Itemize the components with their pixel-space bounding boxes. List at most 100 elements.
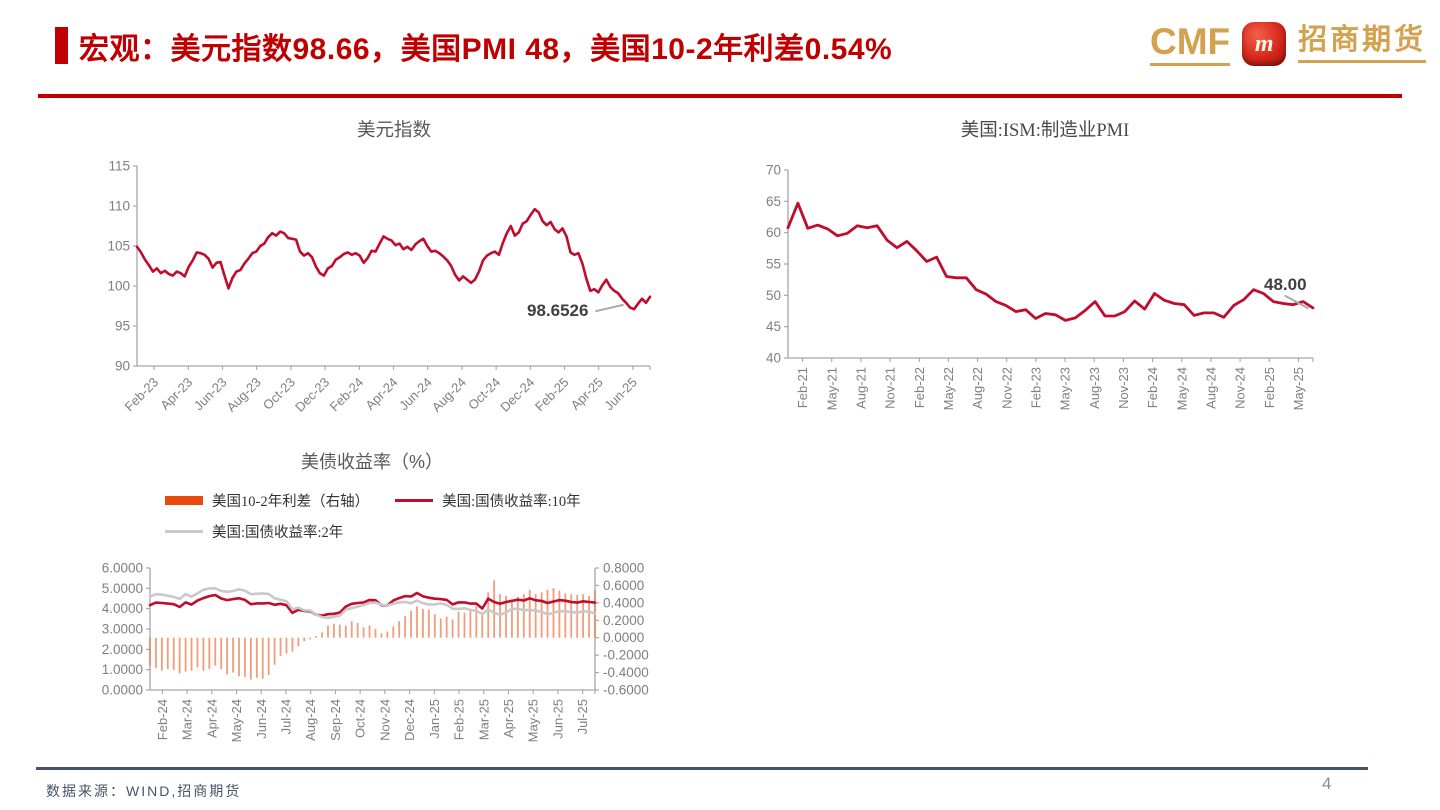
treasury-yield-legend: 美国10-2年利差（右轴） 美国:国债收益率:10年 美国:国债收益率:2年 <box>165 490 581 542</box>
ism-pmi-chart-title: 美国:ISM:制造业PMI <box>960 121 1130 141</box>
svg-text:0.2000: 0.2000 <box>603 613 644 628</box>
legend-label-10y: 美国:国债收益率:10年 <box>442 494 581 510</box>
svg-text:Feb-24: Feb-24 <box>1145 367 1160 408</box>
svg-text:70: 70 <box>766 163 781 178</box>
svg-text:Aug-24: Aug-24 <box>1203 367 1218 409</box>
dollar-index-chart: 美元指数 90 95 100 105 110 115 Feb-23 Apr-23 Jun-23 A… <box>90 112 670 447</box>
svg-text:95: 95 <box>115 319 130 334</box>
cmf-badge-icon: m <box>1242 22 1287 66</box>
svg-text:-0.6000: -0.6000 <box>603 683 649 698</box>
svg-text:4.0000: 4.0000 <box>102 601 143 616</box>
svg-text:0.6000: 0.6000 <box>603 578 644 593</box>
svg-text:May-23: May-23 <box>1058 367 1073 410</box>
svg-text:1.0000: 1.0000 <box>102 662 143 677</box>
svg-text:Nov-24: Nov-24 <box>377 699 392 741</box>
footer-divider <box>36 767 1368 770</box>
brand-name: 招商期货 <box>1298 25 1427 63</box>
svg-text:-0.4000: -0.4000 <box>603 665 649 680</box>
svg-text:Feb-22: Feb-22 <box>912 367 927 408</box>
svg-text:Feb-23: Feb-23 <box>121 375 161 415</box>
dollar-index-plot: 90 95 100 105 110 115 Feb-23Apr-23Jun-23Aug-23… <box>107 159 652 415</box>
svg-text:Apr-24: Apr-24 <box>362 375 400 413</box>
svg-text:0.8000: 0.8000 <box>603 562 644 576</box>
svg-text:Nov-21: Nov-21 <box>883 367 898 409</box>
svg-text:Aug-23: Aug-23 <box>1087 367 1102 409</box>
svg-text:Aug-24: Aug-24 <box>429 375 469 415</box>
svg-text:Feb-24: Feb-24 <box>327 375 367 415</box>
legend-item-10y: 美国:国债收益率:10年 <box>395 490 581 511</box>
svg-text:105: 105 <box>107 239 130 254</box>
svg-text:May-22: May-22 <box>941 367 956 410</box>
ism-pmi-chart: 美国:ISM:制造业PMI 40 45 50 55 60 65 70 Feb-21 May-21… <box>740 112 1400 447</box>
svg-text:Dec-24: Dec-24 <box>402 699 417 741</box>
pmi-last-value-label: 48.00 <box>1264 275 1307 294</box>
svg-text:65: 65 <box>766 194 781 209</box>
svg-text:Aug-22: Aug-22 <box>970 367 985 409</box>
svg-text:2.0000: 2.0000 <box>102 642 143 657</box>
svg-text:Jun-25: Jun-25 <box>550 699 565 739</box>
svg-text:Jan-25: Jan-25 <box>427 699 442 739</box>
svg-text:0.4000: 0.4000 <box>603 595 644 610</box>
svg-text:Oct-24: Oct-24 <box>353 699 368 738</box>
svg-text:Sep-24: Sep-24 <box>328 699 343 741</box>
svg-text:40: 40 <box>766 351 781 366</box>
data-source-text: 数据来源：WIND,招商期货 <box>46 783 242 799</box>
svg-text:Jun-25: Jun-25 <box>601 375 640 414</box>
svg-text:Nov-23: Nov-23 <box>1116 367 1131 409</box>
svg-text:Mar-24: Mar-24 <box>180 699 195 740</box>
svg-text:Apr-23: Apr-23 <box>157 375 195 413</box>
svg-text:0.0000: 0.0000 <box>603 630 644 645</box>
svg-text:Jul-24: Jul-24 <box>278 699 293 734</box>
legend-row: 美国:国债收益率:2年 <box>165 521 581 542</box>
svg-text:3.0000: 3.0000 <box>102 622 143 637</box>
treasury-yield-plot: 0.0000 1.0000 2.0000 3.0000 4.0000 5.0000 6.00… <box>102 562 649 742</box>
svg-text:May-21: May-21 <box>824 367 839 410</box>
svg-text:Mar-25: Mar-25 <box>476 699 491 740</box>
svg-text:0.0000: 0.0000 <box>102 683 143 698</box>
cmf-logo-text: CMF <box>1150 23 1231 66</box>
svg-text:115: 115 <box>108 159 130 174</box>
svg-text:90: 90 <box>115 359 130 374</box>
page-title: 宏观：美元指数98.66，美国PMI 48，美国10-2年利差0.54% <box>79 33 893 66</box>
svg-text:Feb-25: Feb-25 <box>452 699 467 740</box>
company-logo: CMF m 招商期货 <box>1150 22 1427 66</box>
header-divider <box>38 94 1402 98</box>
svg-text:May-25: May-25 <box>526 699 541 742</box>
svg-text:Feb-23: Feb-23 <box>1028 367 1043 408</box>
svg-text:60: 60 <box>766 225 781 240</box>
svg-text:50: 50 <box>766 288 781 303</box>
legend-label-2y: 美国:国债收益率:2年 <box>212 525 344 541</box>
svg-text:Oct-24: Oct-24 <box>465 375 503 413</box>
svg-text:Nov-22: Nov-22 <box>999 367 1014 409</box>
svg-text:May-25: May-25 <box>1291 367 1306 410</box>
svg-text:Dec-23: Dec-23 <box>292 375 332 415</box>
dollar-index-chart-title: 美元指数 <box>356 119 431 140</box>
treasury-yield-chart-title: 美债收益率（%） <box>300 452 443 472</box>
treasury-yield-chart: 美债收益率（%） 美国10-2年利差（右轴） 美国:国债收益率:10年 美国:国… <box>85 444 705 789</box>
svg-text:Oct-23: Oct-23 <box>260 375 298 413</box>
svg-text:Apr-25: Apr-25 <box>568 375 606 413</box>
svg-text:Jun-23: Jun-23 <box>191 375 230 414</box>
svg-text:Jul-25: Jul-25 <box>575 699 590 734</box>
svg-text:-0.2000: -0.2000 <box>603 648 649 663</box>
yield-10y-line-swatch <box>395 498 434 503</box>
spread-bar-swatch <box>165 496 203 505</box>
svg-text:110: 110 <box>108 199 130 214</box>
legend-label-spread: 美国10-2年利差（右轴） <box>212 494 370 510</box>
svg-text:55: 55 <box>766 257 781 272</box>
svg-text:5.0000: 5.0000 <box>102 581 143 596</box>
svg-text:45: 45 <box>766 319 781 334</box>
svg-text:Nov-24: Nov-24 <box>1233 367 1248 409</box>
svg-text:Aug-21: Aug-21 <box>853 367 868 409</box>
svg-text:6.0000: 6.0000 <box>102 562 143 576</box>
svg-text:Aug-24: Aug-24 <box>303 699 318 741</box>
yield-2y-line-swatch <box>165 529 203 534</box>
svg-text:100: 100 <box>107 279 130 294</box>
svg-text:Dec-24: Dec-24 <box>497 375 537 415</box>
svg-text:Feb-21: Feb-21 <box>795 367 810 408</box>
svg-text:Jun-24: Jun-24 <box>254 699 269 739</box>
svg-text:Jun-24: Jun-24 <box>396 375 435 414</box>
ism-pmi-plot: 40 45 50 55 60 65 70 Feb-21 May-21 Aug-21 Nov-21 Fe… <box>766 163 1315 410</box>
legend-row: 美国10-2年利差（右轴） 美国:国债收益率:10年 <box>165 490 581 511</box>
